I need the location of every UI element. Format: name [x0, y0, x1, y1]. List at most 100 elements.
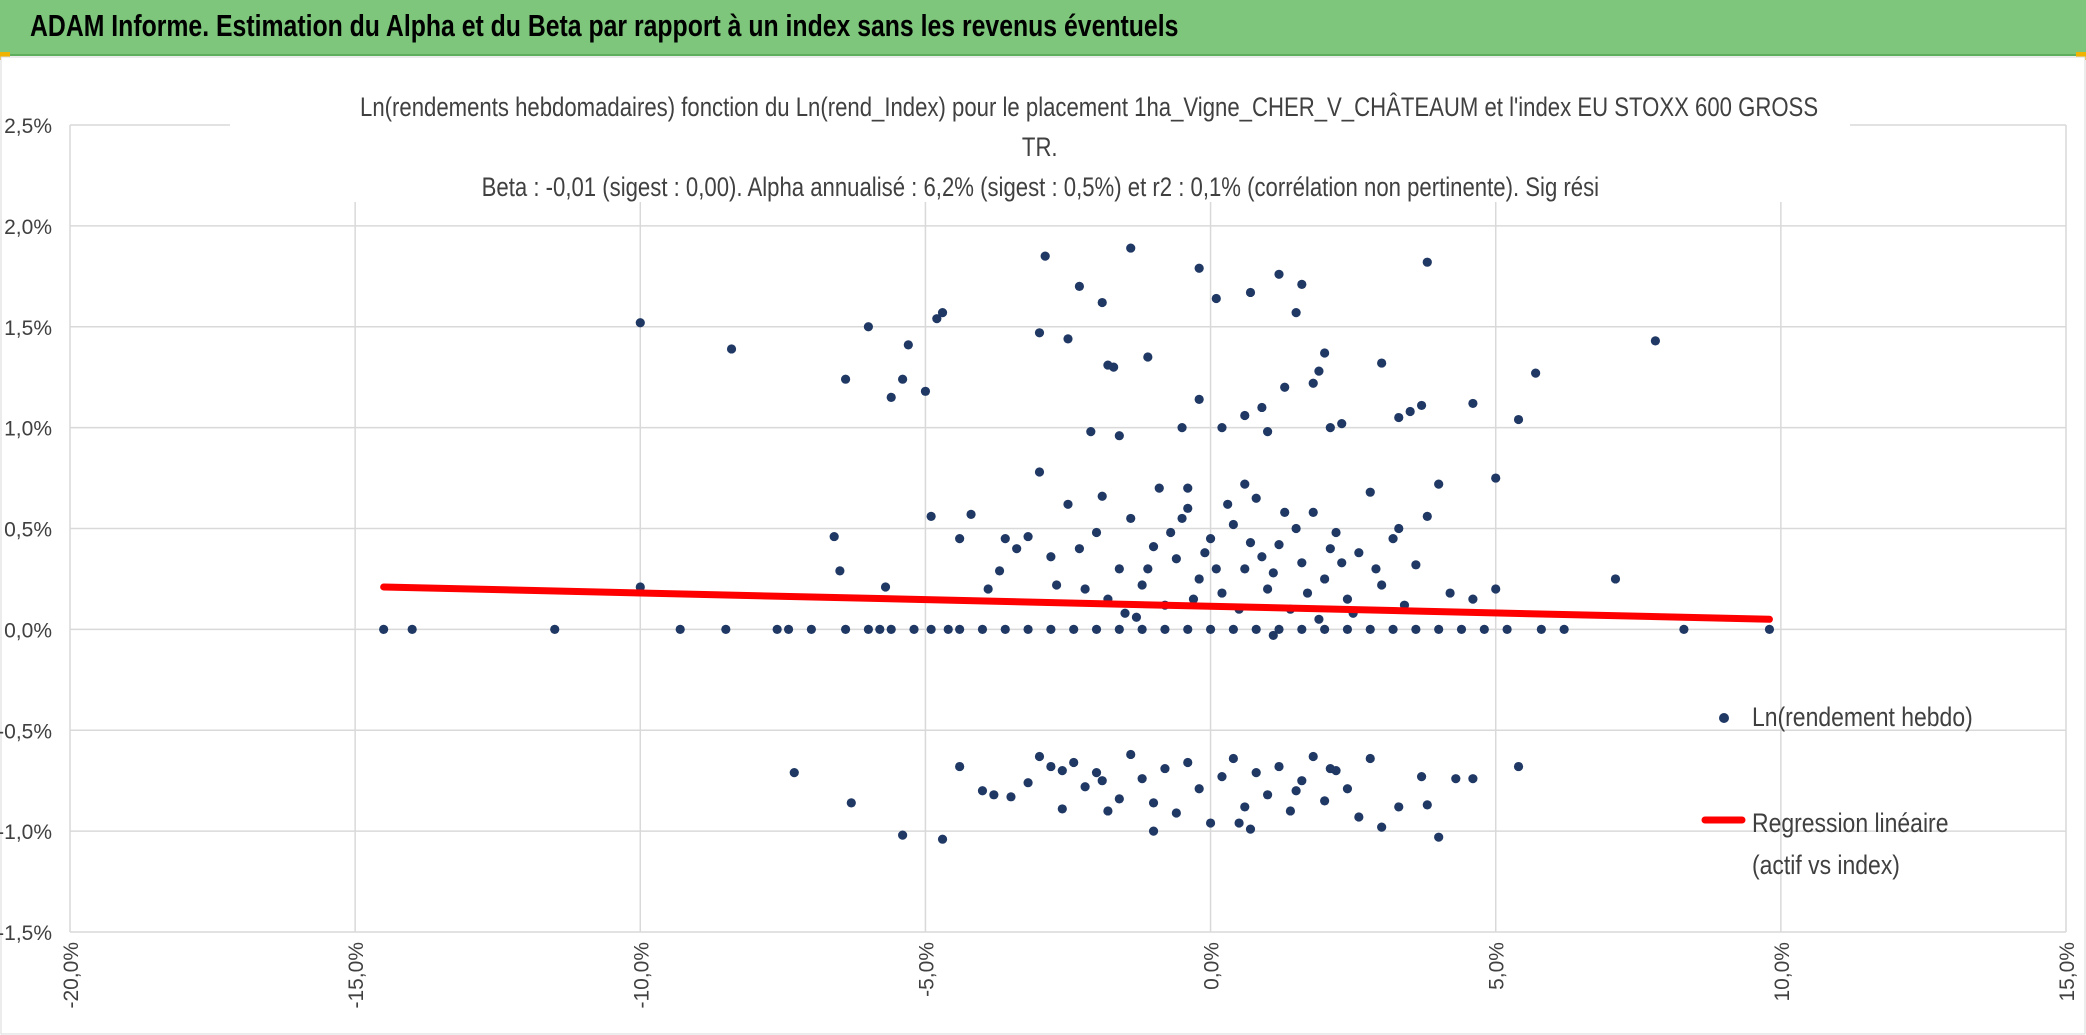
- data-point: [1057, 766, 1067, 776]
- data-point: [806, 624, 816, 634]
- data-point: [1434, 479, 1444, 489]
- data-point: [1297, 558, 1307, 568]
- data-point: [1205, 818, 1216, 828]
- data-point: [966, 509, 976, 519]
- data-point: [1126, 243, 1136, 253]
- data-point: [1188, 594, 1199, 604]
- data-point: [379, 624, 389, 634]
- data-point: [1314, 614, 1324, 624]
- data-point: [840, 624, 851, 634]
- data-point: [1280, 382, 1290, 392]
- data-point: [1080, 584, 1090, 594]
- data-point: [1679, 624, 1689, 634]
- data-point: [1240, 564, 1250, 574]
- data-point: [1354, 812, 1364, 822]
- data-point: [1245, 538, 1256, 548]
- data-point: [1365, 753, 1375, 764]
- data-point: [1411, 624, 1421, 634]
- data-point: [1160, 624, 1170, 634]
- data-point: [983, 584, 993, 594]
- x-tick-label: 0,0%: [1201, 942, 1224, 990]
- y-tick-label: -1,0%: [0, 821, 52, 844]
- data-point: [1154, 483, 1164, 493]
- data-point: [1513, 761, 1524, 772]
- data-point: [1456, 624, 1467, 634]
- data-point: [1205, 533, 1216, 544]
- data-point: [1097, 297, 1107, 308]
- data-point: [1308, 378, 1318, 388]
- legend-marker-points: [1719, 713, 1729, 723]
- chart-title-line-1: Ln(rendements hebdomadaires) fonction du…: [360, 92, 1819, 122]
- data-point: [1103, 806, 1113, 816]
- y-tick-label: -0,5%: [0, 720, 52, 743]
- data-point: [920, 386, 931, 396]
- data-point: [635, 582, 645, 592]
- data-point: [1320, 624, 1330, 634]
- data-point: [1377, 822, 1387, 832]
- data-point: [1331, 527, 1341, 538]
- y-tick-label: 0,5%: [4, 519, 52, 542]
- data-point: [1183, 483, 1193, 493]
- data-point: [1764, 624, 1775, 634]
- data-point: [1411, 560, 1421, 570]
- data-point: [1177, 423, 1187, 433]
- data-point: [635, 318, 645, 328]
- x-tick-label: -15,0%: [345, 942, 368, 1009]
- chart-title-line-2: TR.: [1022, 132, 1058, 162]
- data-point: [1342, 594, 1353, 604]
- data-point: [903, 340, 913, 350]
- data-point: [1257, 552, 1267, 562]
- data-point: [863, 322, 874, 332]
- data-point: [1365, 624, 1375, 634]
- data-point: [1308, 751, 1318, 762]
- data-point: [1228, 519, 1238, 530]
- data-point: [1325, 423, 1335, 433]
- x-tick-label: 5,0%: [1486, 942, 1509, 990]
- data-point: [1194, 263, 1204, 273]
- data-point: [721, 624, 731, 634]
- data-point: [1217, 423, 1227, 433]
- data-point: [937, 834, 948, 844]
- data-point: [1006, 792, 1016, 802]
- data-point: [1114, 624, 1124, 634]
- data-point: [1148, 542, 1159, 552]
- chart-title-line-3: Beta : -0,01 (sigest : 0,00). Alpha annu…: [481, 172, 1599, 202]
- data-point: [1074, 281, 1085, 291]
- data-point: [1114, 431, 1124, 441]
- data-point: [1371, 564, 1381, 574]
- data-point: [1063, 334, 1073, 344]
- data-point: [1325, 763, 1335, 774]
- data-point: [1422, 800, 1432, 810]
- data-point: [1223, 499, 1233, 509]
- data-point: [1074, 544, 1085, 554]
- data-point: [1040, 251, 1050, 261]
- data-point: [1034, 328, 1045, 338]
- data-point: [1468, 398, 1478, 409]
- x-tick-label: 10,0%: [1771, 942, 1794, 1002]
- data-point: [937, 308, 948, 318]
- corner-marker-right: [2076, 52, 2086, 60]
- data-point: [1274, 269, 1284, 279]
- data-point: [1109, 362, 1119, 372]
- data-point: [1091, 527, 1102, 538]
- x-tick-label: -10,0%: [630, 942, 653, 1009]
- data-point: [1046, 624, 1056, 634]
- data-point: [1559, 624, 1569, 634]
- data-point: [1479, 624, 1489, 634]
- data-point: [875, 624, 885, 634]
- data-point: [1308, 507, 1318, 517]
- data-point: [1320, 574, 1330, 584]
- data-point: [977, 786, 988, 796]
- data-point: [1137, 624, 1147, 634]
- data-point: [1148, 798, 1159, 808]
- data-point: [1263, 790, 1273, 800]
- data-point: [840, 374, 851, 384]
- data-point: [1377, 580, 1387, 590]
- data-point: [1120, 608, 1130, 618]
- data-point: [1183, 757, 1193, 768]
- data-point: [1240, 479, 1250, 489]
- report-title: ADAM Informe. Estimation du Alpha et du …: [30, 8, 1179, 43]
- data-point: [1365, 487, 1375, 497]
- data-point: [1268, 630, 1278, 641]
- data-point: [1342, 624, 1353, 634]
